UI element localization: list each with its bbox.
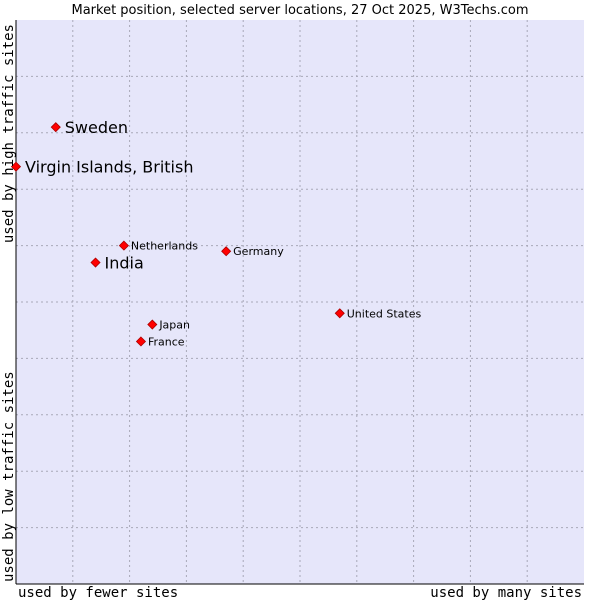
data-points: Sweden Virgin Islands, British Netherlands… — [10, 118, 422, 348]
chart-title: Market position, selected server locatio… — [71, 3, 528, 18]
marker-netherlands — [118, 240, 129, 251]
marker-japan — [147, 319, 158, 330]
label-virgin-islands-british: Virgin Islands, British — [25, 158, 193, 177]
marker-india — [90, 257, 101, 268]
x-axis-label-right: used by many sites — [430, 585, 582, 600]
point-france: France — [135, 335, 185, 348]
label-india: India — [105, 254, 144, 273]
x-axis-label-left: used by fewer sites — [18, 585, 178, 600]
grid-lines — [16, 20, 584, 584]
marker-france — [135, 336, 147, 347]
marker-germany — [221, 246, 232, 257]
label-france: France — [148, 335, 185, 348]
point-sweden: Sweden — [50, 118, 128, 137]
y-axis-label-bottom: used by low traffic sites — [1, 371, 17, 582]
point-germany: Germany — [221, 245, 284, 258]
label-netherlands: Netherlands — [131, 240, 198, 253]
label-japan: Japan — [158, 319, 190, 332]
point-netherlands: Netherlands — [118, 240, 198, 253]
point-india: India — [90, 254, 144, 273]
label-sweden: Sweden — [65, 118, 128, 137]
point-japan: Japan — [147, 319, 190, 332]
marker-united-states — [334, 308, 345, 319]
marker-sweden — [50, 122, 61, 133]
point-united-states: United States — [334, 307, 422, 320]
label-germany: Germany — [233, 245, 284, 258]
label-united-states: United States — [347, 307, 422, 320]
y-axis-label-top: used by high traffic sites — [1, 24, 17, 243]
marker-virgin-islands-british — [10, 161, 22, 172]
point-virgin-islands-british: Virgin Islands, British — [10, 158, 193, 177]
